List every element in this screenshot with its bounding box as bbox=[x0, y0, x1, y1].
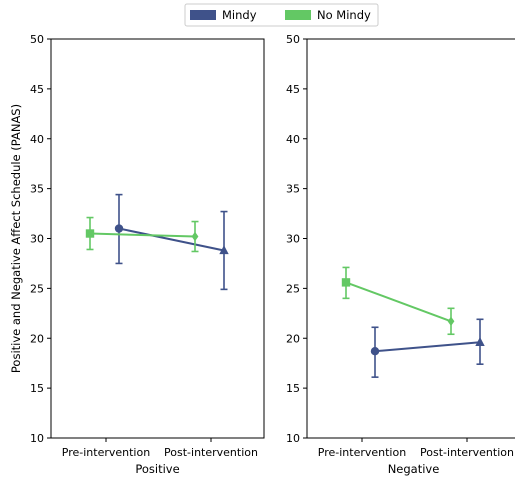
x-tick-label: Pre-intervention bbox=[318, 446, 406, 459]
data-point bbox=[191, 231, 199, 242]
y-tick-label: 50 bbox=[286, 33, 300, 46]
data-point bbox=[85, 229, 95, 238]
y-tick-label: 20 bbox=[286, 332, 300, 345]
axes-frame bbox=[50, 38, 265, 439]
legend: Mindy No Mindy bbox=[184, 3, 379, 27]
y-tick-label: 15 bbox=[30, 382, 44, 395]
legend-frame bbox=[184, 3, 379, 27]
legend-label-mindy: Mindy bbox=[222, 8, 257, 22]
y-tick-label: 50 bbox=[30, 33, 44, 46]
series-line bbox=[374, 341, 481, 353]
data-point bbox=[114, 224, 124, 233]
x-tick-label: Post-intervention bbox=[420, 446, 514, 459]
y-tick-label: 45 bbox=[286, 83, 300, 96]
series-line bbox=[118, 227, 225, 252]
legend-swatch-no-mindy bbox=[285, 10, 311, 20]
y-tick-label: 40 bbox=[30, 133, 44, 146]
x-tick-label: Post-intervention bbox=[164, 446, 258, 459]
y-tick-label: 25 bbox=[286, 282, 300, 295]
y-tick-label: 25 bbox=[30, 282, 44, 295]
y-tick-label: 20 bbox=[30, 332, 44, 345]
series-line bbox=[89, 232, 196, 238]
axes-frame bbox=[306, 38, 515, 439]
legend-swatch-mindy bbox=[190, 10, 216, 20]
x-axis-label: Positive bbox=[135, 462, 179, 476]
data-point bbox=[447, 316, 455, 326]
y-axis-label: Positive and Negative Affect Schedule (P… bbox=[9, 104, 23, 373]
data-point bbox=[475, 337, 485, 346]
panel-negative: 10 15 20 25 30 35 40 45 50 Pre-intervention Post-i… bbox=[286, 33, 515, 476]
y-tick-label: 40 bbox=[286, 133, 300, 146]
data-point bbox=[370, 347, 380, 356]
x-tick-label: Pre-intervention bbox=[62, 446, 150, 459]
y-tick-label: 30 bbox=[30, 233, 44, 246]
legend-label-no-mindy: No Mindy bbox=[317, 8, 371, 22]
y-tick-label: 10 bbox=[286, 432, 300, 445]
y-tick-label: 35 bbox=[30, 183, 44, 196]
panel-positive: 10 15 20 25 30 35 40 45 50 Pre-intervention Post-i… bbox=[30, 33, 265, 476]
y-tick-label: 15 bbox=[286, 382, 300, 395]
y-tick-label: 35 bbox=[286, 183, 300, 196]
y-tick-label: 10 bbox=[30, 432, 44, 445]
x-axis-label: Negative bbox=[388, 462, 440, 476]
y-tick-label: 30 bbox=[286, 233, 300, 246]
data-point bbox=[341, 278, 351, 287]
y-tick-label: 45 bbox=[30, 83, 44, 96]
series-line bbox=[345, 281, 452, 323]
data-point bbox=[219, 245, 229, 255]
